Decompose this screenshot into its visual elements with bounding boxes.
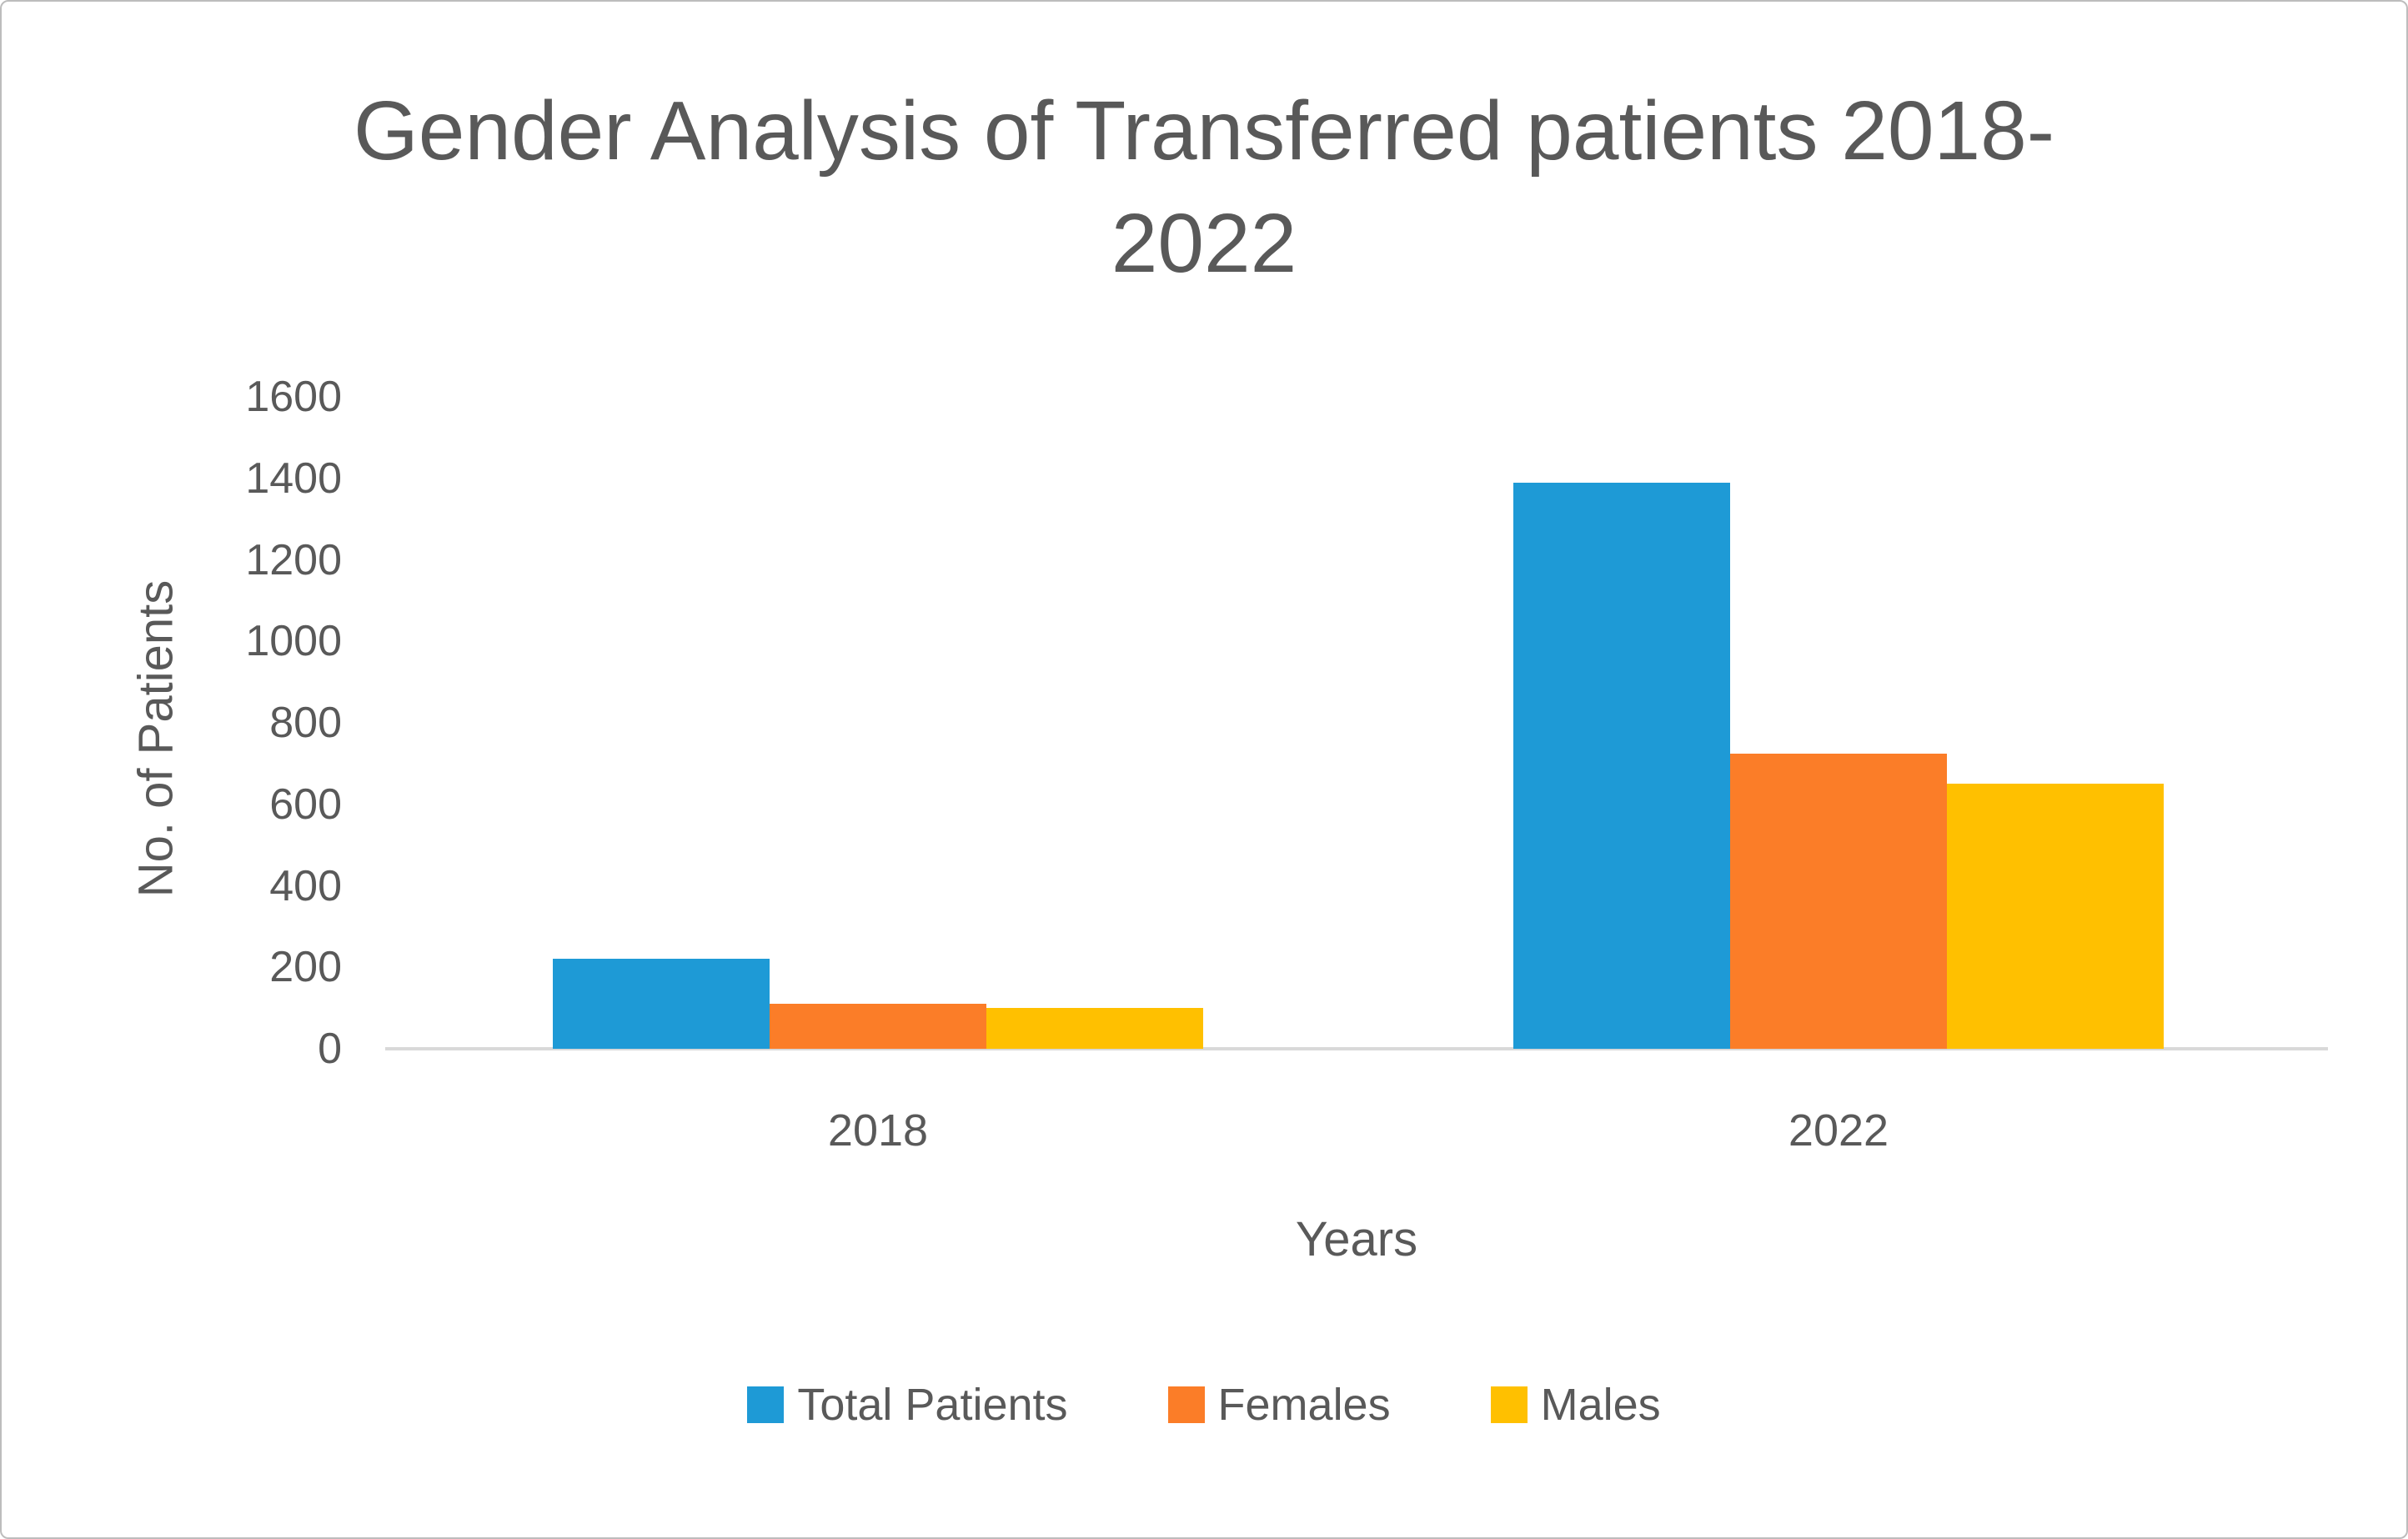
x-tick-label-2022: 2022 <box>1788 1105 1889 1156</box>
y-axis-title: No. of Patients <box>128 579 183 898</box>
y-tick-label-200: 200 <box>269 943 342 991</box>
y-tick-label-800: 800 <box>269 699 342 747</box>
bar-females-2018 <box>770 1004 986 1049</box>
legend-swatch-total-patients <box>747 1386 785 1423</box>
chart-title-line-1: Gender Analysis of Transferred patients … <box>353 84 2055 178</box>
legend-swatch-females <box>1167 1386 1205 1423</box>
chart-title-line-2: 2022 <box>1111 197 1297 290</box>
legend-item-males: Males <box>1490 1379 1661 1431</box>
x-tick-label-2018: 2018 <box>827 1105 929 1156</box>
legend-swatch-males <box>1490 1386 1528 1423</box>
y-tick-label-1600: 1600 <box>245 373 342 421</box>
legend-item-females: Females <box>1167 1379 1391 1431</box>
y-tick-label-1000: 1000 <box>245 617 342 665</box>
legend-label-males: Males <box>1540 1380 1661 1430</box>
legend: Total Patients Females Males <box>2 1379 2406 1431</box>
y-tick-label-400: 400 <box>269 862 342 910</box>
y-tick-label-1200: 1200 <box>245 536 342 584</box>
legend-label-total-patients: Total Patients <box>797 1380 1068 1430</box>
legend-label-females: Females <box>1217 1380 1391 1430</box>
bar-males-2022 <box>1947 784 2164 1049</box>
bar-total-patients-2022 <box>1513 483 1730 1049</box>
y-tick-label-0: 0 <box>318 1025 342 1073</box>
y-tick-label-600: 600 <box>269 780 342 829</box>
chart-title: Gender Analysis of Transferred patients … <box>2 75 2406 300</box>
x-axis-title: Years <box>1295 1212 1418 1266</box>
bar-females-2022 <box>1730 754 1947 1049</box>
bar-total-patients-2018 <box>553 959 770 1049</box>
y-tick-label-1400: 1400 <box>245 454 342 503</box>
x-axis-line <box>385 1047 2328 1050</box>
plot-area <box>385 397 2328 1050</box>
legend-item-total-patients: Total Patients <box>747 1379 1068 1431</box>
bar-males-2018 <box>986 1008 1203 1049</box>
